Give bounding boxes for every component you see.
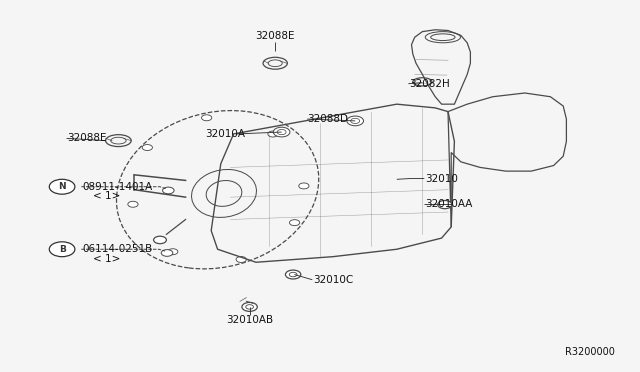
Text: 32088E: 32088E [67, 134, 107, 143]
Circle shape [142, 145, 152, 151]
Circle shape [168, 249, 178, 255]
Text: 32082H: 32082H [410, 79, 451, 89]
Circle shape [289, 220, 300, 226]
Circle shape [128, 201, 138, 207]
Circle shape [347, 116, 364, 126]
Circle shape [242, 302, 257, 311]
Text: 08911-1401A: 08911-1401A [82, 182, 152, 192]
Circle shape [236, 257, 246, 263]
Circle shape [285, 270, 301, 279]
Text: 32088E: 32088E [255, 31, 295, 41]
Text: 32010AB: 32010AB [226, 315, 273, 325]
Circle shape [268, 131, 278, 137]
Circle shape [161, 250, 173, 256]
Text: 32010AA: 32010AA [426, 199, 473, 209]
Circle shape [202, 115, 212, 121]
Circle shape [299, 183, 309, 189]
Text: 32010A: 32010A [205, 129, 245, 139]
Text: R3200000: R3200000 [564, 347, 614, 356]
Text: N: N [58, 182, 66, 191]
Circle shape [438, 201, 452, 209]
Text: < 1>: < 1> [93, 254, 120, 263]
Circle shape [163, 187, 174, 194]
Circle shape [273, 127, 290, 137]
Circle shape [49, 179, 75, 194]
Text: B: B [59, 245, 65, 254]
Text: 32010C: 32010C [314, 275, 354, 285]
Circle shape [154, 236, 166, 244]
Text: 32010: 32010 [426, 174, 458, 183]
Circle shape [49, 242, 75, 257]
Text: 06114-0251B: 06114-0251B [82, 244, 152, 254]
Text: 32088D: 32088D [307, 114, 348, 124]
Text: < 1>: < 1> [93, 192, 120, 201]
